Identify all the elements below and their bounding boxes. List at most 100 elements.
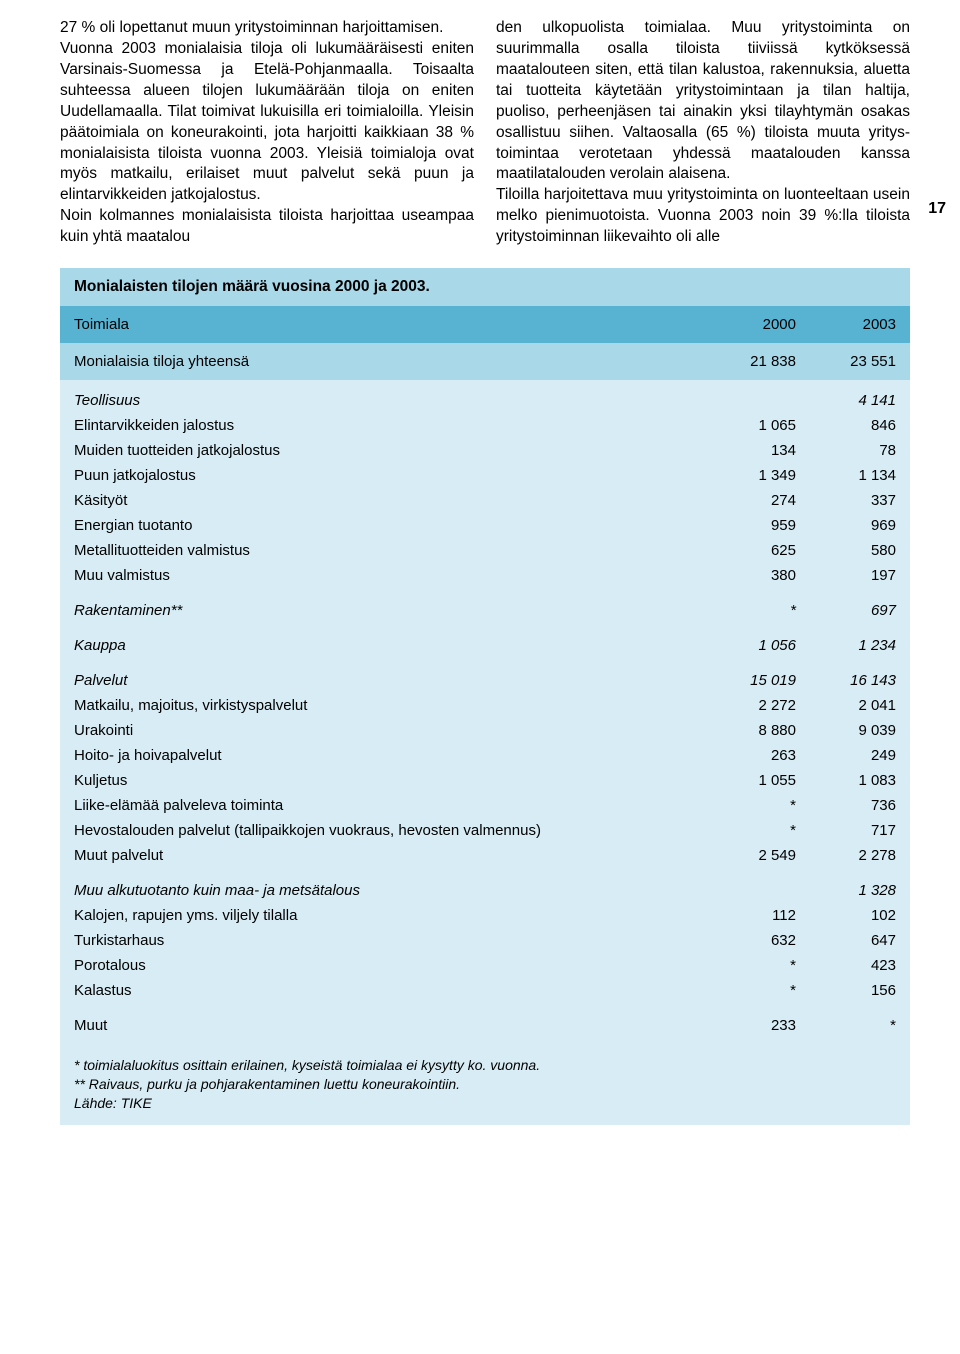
row-2000: 625 <box>696 542 796 559</box>
row-2000: 8 880 <box>696 722 796 739</box>
row-2000: 380 <box>696 567 796 584</box>
table-footnotes: * toimialaluokitus osittain erilainen, k… <box>60 1048 910 1125</box>
table-row: Turkistarhaus632647 <box>60 928 910 953</box>
row-2000: 959 <box>696 517 796 534</box>
row-2000: 134 <box>696 442 796 459</box>
row-label: Urakointi <box>74 722 696 739</box>
row-2000: 632 <box>696 932 796 949</box>
table-title: Monialaisten tilojen määrä vuosina 2000 … <box>60 268 910 306</box>
column-right: den ulkopuolista toimialaa. Muu yritysto… <box>496 18 910 248</box>
table-row: Liike-elämää palveleva toiminta*736 <box>60 793 910 818</box>
row-label: Muu valmistus <box>74 567 696 584</box>
row-label: Elintarvikkeiden jalostus <box>74 417 696 434</box>
table-row: Kalojen, rapujen yms. viljely tilalla112… <box>60 903 910 928</box>
paragraph-left: 27 % oli lopettanut muun yritystoiminnan… <box>60 18 474 248</box>
row-label: Hevostalouden palvelut (tallipaikkojen v… <box>74 822 696 839</box>
row-2003: 717 <box>796 822 896 839</box>
paragraph-right: den ulkopuolista toimialaa. Muu yritysto… <box>496 18 910 248</box>
row-2000: 2 272 <box>696 697 796 714</box>
row-label: Metallituotteiden valmistus <box>74 542 696 559</box>
row-label: Hoito- ja hoivapalvelut <box>74 747 696 764</box>
row-label: Kuljetus <box>74 772 696 789</box>
table-row: Porotalous*423 <box>60 953 910 978</box>
row-label: Puun jatkojalostus <box>74 467 696 484</box>
row-label: Kalojen, rapujen yms. viljely tilalla <box>74 907 696 924</box>
group-2000 <box>696 882 796 899</box>
row-2003: 580 <box>796 542 896 559</box>
text-columns: 27 % oli lopettanut muun yritystoiminnan… <box>60 18 910 248</box>
group-2003: 4 141 <box>796 392 896 409</box>
table-row: Hevostalouden palvelut (tallipaikkojen v… <box>60 818 910 843</box>
group-label: Muu alkutuotanto kuin maa- ja metsätalou… <box>74 882 696 899</box>
table-row: Energian tuotanto959969 <box>60 513 910 538</box>
row-2003: 102 <box>796 907 896 924</box>
header-label: Toimiala <box>74 316 696 333</box>
column-left: 27 % oli lopettanut muun yritystoiminnan… <box>60 18 474 248</box>
total-2003: 23 551 <box>796 353 896 370</box>
row-2003: 197 <box>796 567 896 584</box>
group-label: Muut <box>74 1017 696 1034</box>
header-2000: 2000 <box>696 316 796 333</box>
table-group-row: Teollisuus 4 141 <box>60 388 910 413</box>
table-row: Metallituotteiden valmistus625580 <box>60 538 910 563</box>
table-row: Puun jatkojalostus1 3491 134 <box>60 463 910 488</box>
row-2003: 736 <box>796 797 896 814</box>
table-row: Matkailu, majoitus, virkistyspalvelut2 2… <box>60 693 910 718</box>
row-2000: 112 <box>696 907 796 924</box>
group-label: Kauppa <box>74 637 696 654</box>
row-2003: 1 134 <box>796 467 896 484</box>
row-2003: 78 <box>796 442 896 459</box>
row-2000: * <box>696 797 796 814</box>
group-label: Teollisuus <box>74 392 696 409</box>
row-2000: 1 349 <box>696 467 796 484</box>
row-2000: 1 065 <box>696 417 796 434</box>
table-row: Urakointi8 8809 039 <box>60 718 910 743</box>
row-2003: 2 278 <box>796 847 896 864</box>
row-2003: 337 <box>796 492 896 509</box>
row-2003: 9 039 <box>796 722 896 739</box>
table-group-row: Kauppa1 0561 234 <box>60 633 910 658</box>
group-2003: 1 328 <box>796 882 896 899</box>
group-2003: * <box>796 1017 896 1034</box>
row-label: Muut palvelut <box>74 847 696 864</box>
group-2000: * <box>696 602 796 619</box>
row-2000: 1 055 <box>696 772 796 789</box>
row-2000: 263 <box>696 747 796 764</box>
table-group-row: Muu alkutuotanto kuin maa- ja metsätalou… <box>60 878 910 903</box>
row-2000: * <box>696 822 796 839</box>
footnote-line: * toimialaluokitus osittain erilainen, k… <box>74 1056 896 1075</box>
footnote-line: Lähde: TIKE <box>74 1094 896 1113</box>
data-table: Monialaisten tilojen määrä vuosina 2000 … <box>60 268 910 1125</box>
row-2000: * <box>696 982 796 999</box>
footnote-line: ** Raivaus, purku ja pohjarakentaminen l… <box>74 1075 896 1094</box>
group-2000 <box>696 392 796 409</box>
row-2003: 249 <box>796 747 896 764</box>
table-group-row: Rakentaminen***697 <box>60 598 910 623</box>
table-row: Hoito- ja hoivapalvelut263249 <box>60 743 910 768</box>
table-group-row: Muut233* <box>60 1013 910 1038</box>
group-2003: 16 143 <box>796 672 896 689</box>
table-row: Muiden tuotteiden jatkojalostus13478 <box>60 438 910 463</box>
group-label: Palvelut <box>74 672 696 689</box>
table-row: Kalastus*156 <box>60 978 910 1003</box>
row-label: Turkistarhaus <box>74 932 696 949</box>
table-row: Elintarvikkeiden jalostus1 065846 <box>60 413 910 438</box>
row-label: Matkailu, majoitus, virkistyspalvelut <box>74 697 696 714</box>
row-2003: 1 083 <box>796 772 896 789</box>
row-label: Käsityöt <box>74 492 696 509</box>
group-2000: 15 019 <box>696 672 796 689</box>
row-2003: 846 <box>796 417 896 434</box>
table-row: Muu valmistus380197 <box>60 563 910 588</box>
table-header-row: Toimiala 2000 2003 <box>60 306 910 343</box>
group-2003: 697 <box>796 602 896 619</box>
row-2000: 274 <box>696 492 796 509</box>
table-row: Käsityöt274337 <box>60 488 910 513</box>
group-2003: 1 234 <box>796 637 896 654</box>
row-label: Energian tuotanto <box>74 517 696 534</box>
total-label: Monialaisia tiloja yhteensä <box>74 353 696 370</box>
page-number: 17 <box>928 200 946 218</box>
row-2003: 647 <box>796 932 896 949</box>
header-2003: 2003 <box>796 316 896 333</box>
row-label: Liike-elämää palveleva toiminta <box>74 797 696 814</box>
row-label: Muiden tuotteiden jatkojalostus <box>74 442 696 459</box>
